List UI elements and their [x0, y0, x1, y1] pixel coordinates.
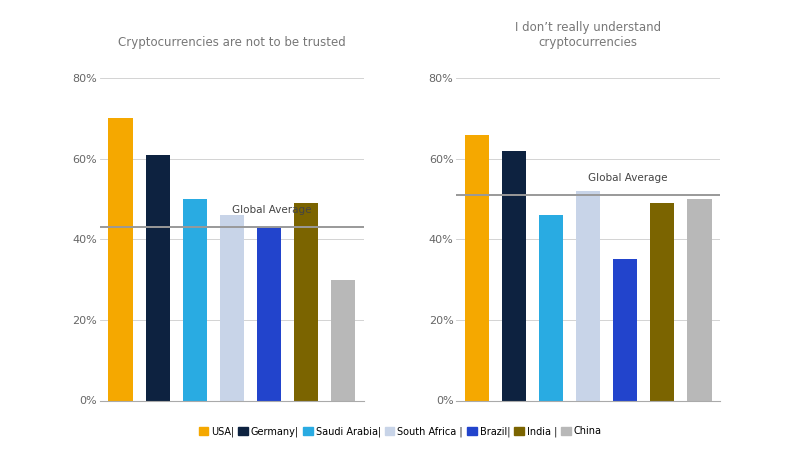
Bar: [108, 118, 133, 400]
Bar: [331, 279, 355, 400]
Bar: [650, 203, 674, 400]
Bar: [146, 155, 170, 400]
Bar: [294, 203, 318, 400]
Bar: [220, 215, 244, 400]
Bar: [465, 135, 489, 400]
Bar: [182, 199, 207, 400]
Title: Cryptocurrencies are not to be trusted: Cryptocurrencies are not to be trusted: [118, 36, 346, 49]
Text: Global Average: Global Average: [232, 205, 311, 215]
Bar: [257, 227, 281, 400]
Title: I don’t really understand
cryptocurrencies: I don’t really understand cryptocurrenci…: [515, 21, 661, 49]
Bar: [502, 151, 526, 400]
Legend: USA|, Germany|, Saudi Arabia|, South Africa |, Brazil|, India |, China: USA|, Germany|, Saudi Arabia|, South Afr…: [194, 423, 606, 441]
Text: Global Average: Global Average: [588, 173, 667, 183]
Bar: [576, 191, 600, 400]
Bar: [539, 215, 563, 400]
Bar: [687, 199, 712, 400]
Bar: [613, 260, 638, 400]
